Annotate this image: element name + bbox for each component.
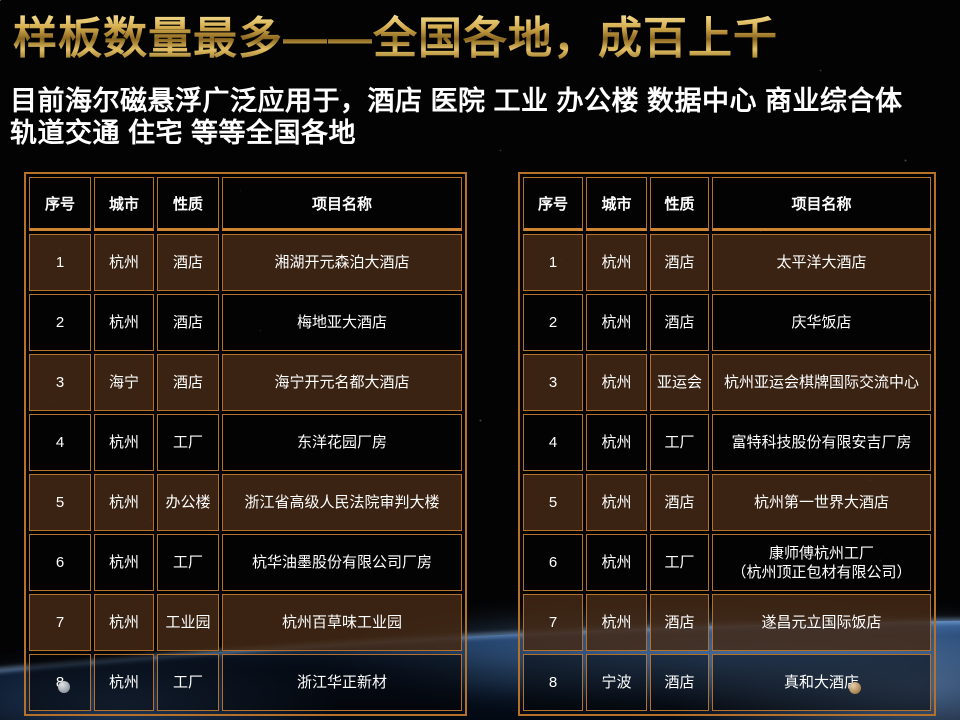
table-cell: 4	[523, 414, 583, 471]
table-row: 5 杭州 办公楼 浙江省高级人民法院审判大楼	[29, 474, 462, 531]
table-cell: 杭州	[586, 474, 647, 531]
table-row: 4 杭州 工厂 东洋花园厂房	[29, 414, 462, 471]
table-cell: 浙江省高级人民法院审判大楼	[222, 474, 462, 531]
decoration-dot-left	[58, 681, 70, 693]
table-cell: 7	[29, 594, 91, 651]
table-cell: 遂昌元立国际饭店	[712, 594, 931, 651]
table-row: 1 杭州 酒店 湘湖开元森泊大酒店	[29, 234, 462, 291]
table-cell: 工厂	[650, 414, 709, 471]
table-cell: 5	[29, 474, 91, 531]
slide-subtitle: 目前海尔磁悬浮广泛应用于，酒店 医院 工业 办公楼 数据中心 商业综合体 轨道交…	[10, 86, 903, 148]
column-header: 项目名称	[222, 177, 462, 231]
column-header: 序号	[29, 177, 91, 231]
table-cell: 7	[523, 594, 583, 651]
table-cell: 富特科技股份有限安吉厂房	[712, 414, 931, 471]
table-cell: 梅地亚大酒店	[222, 294, 462, 351]
table-cell: 杭州	[94, 654, 154, 711]
column-header: 序号	[523, 177, 583, 231]
table-row: 6 杭州 工厂 杭华油墨股份有限公司厂房	[29, 534, 462, 591]
table-cell: 杭州	[586, 414, 647, 471]
table-cell: 2	[29, 294, 91, 351]
table-cell: 杭州第一世界大酒店	[712, 474, 931, 531]
table-cell: 6	[29, 534, 91, 591]
table-row: 8 宁波 酒店 真和大酒店	[523, 654, 931, 711]
table-row: 7 杭州 酒店 遂昌元立国际饭店	[523, 594, 931, 651]
table-cell: 海宁	[94, 354, 154, 411]
table-cell: 工厂	[157, 414, 219, 471]
column-header: 城市	[586, 177, 647, 231]
column-header: 性质	[650, 177, 709, 231]
project-table-left: 序号 城市 性质 项目名称 1 杭州 酒店 湘湖开元森泊大酒店 2 杭州 酒店 梅地亚大酒店 3 海宁 酒店…	[24, 172, 467, 716]
table-cell: 杭州	[586, 294, 647, 351]
table-cell: 宁波	[586, 654, 647, 711]
header-row: 序号 城市 性质 项目名称	[523, 177, 931, 231]
table-cell: 工厂	[157, 534, 219, 591]
table-row: 6 杭州 工厂 康师傅杭州工厂 （杭州顶正包材有限公司）	[523, 534, 931, 591]
table-cell: 酒店	[650, 234, 709, 291]
table-row: 1 杭州 酒店 太平洋大酒店	[523, 234, 931, 291]
table-cell: 杭州	[586, 534, 647, 591]
table-cell: 杭州亚运会棋牌国际交流中心	[712, 354, 931, 411]
table-cell: 杭州	[586, 354, 647, 411]
table-cell: 工厂	[157, 654, 219, 711]
project-table-right: 序号 城市 性质 项目名称 1 杭州 酒店 太平洋大酒店 2 杭州 酒店 庆华饭店 3 杭州 亚运会 杭州亚运…	[518, 172, 936, 716]
table-cell: 东洋花园厂房	[222, 414, 462, 471]
table-cell: 酒店	[650, 294, 709, 351]
table-cell: 酒店	[157, 354, 219, 411]
table-cell: 杭州	[94, 594, 154, 651]
table-cell: 庆华饭店	[712, 294, 931, 351]
table-cell: 杭华油墨股份有限公司厂房	[222, 534, 462, 591]
table-row: 3 海宁 酒店 海宁开元名都大酒店	[29, 354, 462, 411]
table-row: 2 杭州 酒店 庆华饭店	[523, 294, 931, 351]
table-cell: 亚运会	[650, 354, 709, 411]
table-cell: 6	[523, 534, 583, 591]
table-cell: 杭州	[94, 474, 154, 531]
column-header: 城市	[94, 177, 154, 231]
table-cell: 2	[523, 294, 583, 351]
table-cell: 太平洋大酒店	[712, 234, 931, 291]
table-row: 3 杭州 亚运会 杭州亚运会棋牌国际交流中心	[523, 354, 931, 411]
header-row: 序号 城市 性质 项目名称	[29, 177, 462, 231]
table-cell: 办公楼	[157, 474, 219, 531]
table-cell: 杭州	[586, 234, 647, 291]
table-row: 2 杭州 酒店 梅地亚大酒店	[29, 294, 462, 351]
table-cell: 5	[523, 474, 583, 531]
column-header: 项目名称	[712, 177, 931, 231]
table-cell: 杭州	[94, 294, 154, 351]
table-cell: 浙江华正新材	[222, 654, 462, 711]
table-cell: 康师傅杭州工厂 （杭州顶正包材有限公司）	[712, 534, 931, 591]
table-cell: 3	[523, 354, 583, 411]
table-cell: 1	[29, 234, 91, 291]
table-cell: 杭州	[586, 594, 647, 651]
table-cell: 杭州	[94, 414, 154, 471]
table-cell: 杭州	[94, 234, 154, 291]
table-cell: 杭州	[94, 534, 154, 591]
table-cell: 工厂	[650, 534, 709, 591]
table-cell: 酒店	[157, 234, 219, 291]
table-cell: 3	[29, 354, 91, 411]
decoration-dot-right	[849, 682, 861, 694]
table-cell: 酒店	[650, 594, 709, 651]
starfield-decoration	[0, 0, 1, 1]
slide-title: 样板数量最多——全国各地，成百上千	[13, 2, 778, 66]
column-header: 性质	[157, 177, 219, 231]
table-cell: 酒店	[157, 294, 219, 351]
table-cell: 酒店	[650, 474, 709, 531]
table-cell: 湘湖开元森泊大酒店	[222, 234, 462, 291]
table-cell: 8	[523, 654, 583, 711]
table-row: 5 杭州 酒店 杭州第一世界大酒店	[523, 474, 931, 531]
table-cell: 工业园	[157, 594, 219, 651]
table-row: 8杭州工厂浙江华正新材	[29, 654, 462, 711]
table-cell: 真和大酒店	[712, 654, 931, 711]
table-cell: 海宁开元名都大酒店	[222, 354, 462, 411]
table-cell: 杭州百草味工业园	[222, 594, 462, 651]
table-cell: 酒店	[650, 654, 709, 711]
table-cell: 4	[29, 414, 91, 471]
table-row: 7 杭州 工业园 杭州百草味工业园	[29, 594, 462, 651]
table-cell: 1	[523, 234, 583, 291]
table-row: 4 杭州 工厂 富特科技股份有限安吉厂房	[523, 414, 931, 471]
